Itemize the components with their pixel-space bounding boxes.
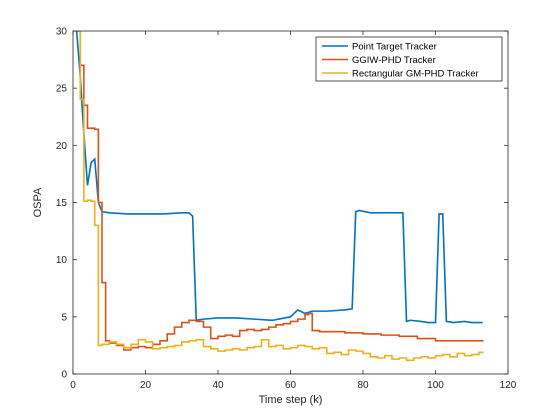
x-tick-label: 0	[70, 380, 76, 391]
x-tick-label: 80	[357, 380, 369, 391]
x-tick-label: 40	[212, 380, 224, 391]
x-tick-label: 20	[140, 380, 152, 391]
series-line-0	[75, 31, 483, 324]
x-tick-label: 120	[500, 380, 517, 391]
y-tick-label: 5	[61, 312, 67, 323]
y-tick-label: 10	[56, 255, 68, 266]
y-tick-label: 15	[56, 198, 68, 209]
legend-label-0: Point Target Tracker	[352, 42, 437, 53]
y-axis-title: OSPA	[32, 187, 44, 217]
x-tick-label: 100	[427, 380, 444, 391]
y-tick-label: 30	[56, 27, 68, 38]
y-tick-label: 0	[61, 370, 67, 381]
y-tick-label: 25	[56, 84, 68, 95]
series-line-2	[76, 31, 484, 362]
series-layer	[75, 31, 484, 362]
legend-label-2: Rectangular GM-PHD Tracker	[352, 69, 479, 80]
x-tick-label: 60	[285, 380, 297, 391]
legend: Point Target Tracker GGIW-PHD Tracker Rect…	[315, 36, 503, 82]
legend-label-1: GGIW-PHD Tracker	[352, 55, 436, 66]
tick-layer: 0 20 40 60 80 100 120 0 5 10 15 20 25 30	[56, 27, 517, 392]
x-axis-title: Time step (k)	[259, 394, 323, 406]
y-tick-label: 20	[56, 141, 68, 152]
